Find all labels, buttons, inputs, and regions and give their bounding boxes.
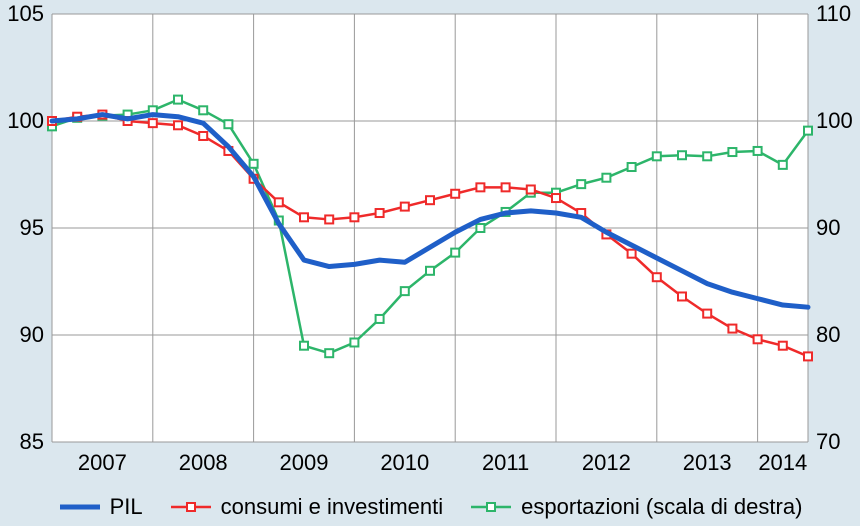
legend-item-esportazioni: esportazioni (scala di destra) — [469, 494, 802, 520]
legend-label-consumi: consumi e investimenti — [221, 494, 444, 520]
svg-text:85: 85 — [20, 429, 44, 454]
svg-text:80: 80 — [816, 322, 840, 347]
svg-text:2007: 2007 — [78, 450, 127, 475]
svg-text:110: 110 — [816, 1, 851, 26]
legend-swatch-consumi — [169, 497, 213, 517]
legend-label-esportazioni: esportazioni (scala di destra) — [521, 494, 802, 520]
svg-text:90: 90 — [20, 322, 44, 347]
legend-label-pil: PIL — [110, 494, 143, 520]
svg-text:2010: 2010 — [380, 450, 429, 475]
svg-text:2013: 2013 — [683, 450, 732, 475]
legend-item-consumi: consumi e investimenti — [169, 494, 444, 520]
legend-swatch-esportazioni — [469, 497, 513, 517]
svg-text:2008: 2008 — [179, 450, 228, 475]
svg-text:90: 90 — [816, 215, 840, 240]
line-chart: 85 90 95 100 105 70 80 90 100 110 2007 2008 2009 2010… — [0, 0, 860, 526]
svg-text:2012: 2012 — [582, 450, 631, 475]
chart-container: 85 90 95 100 105 70 80 90 100 110 2007 2008 2009 2010… — [0, 0, 860, 526]
svg-text:2011: 2011 — [482, 450, 529, 475]
svg-text:2009: 2009 — [280, 450, 329, 475]
svg-text:70: 70 — [816, 429, 840, 454]
svg-text:100: 100 — [7, 108, 44, 133]
svg-text:105: 105 — [7, 1, 44, 26]
legend-item-pil: PIL — [58, 494, 143, 520]
svg-text:100: 100 — [816, 108, 853, 133]
legend: PIL consumi e investimenti esportazioni … — [0, 494, 860, 520]
legend-swatch-pil — [58, 497, 102, 517]
svg-text:2014: 2014 — [758, 450, 807, 475]
svg-text:95: 95 — [20, 215, 44, 240]
